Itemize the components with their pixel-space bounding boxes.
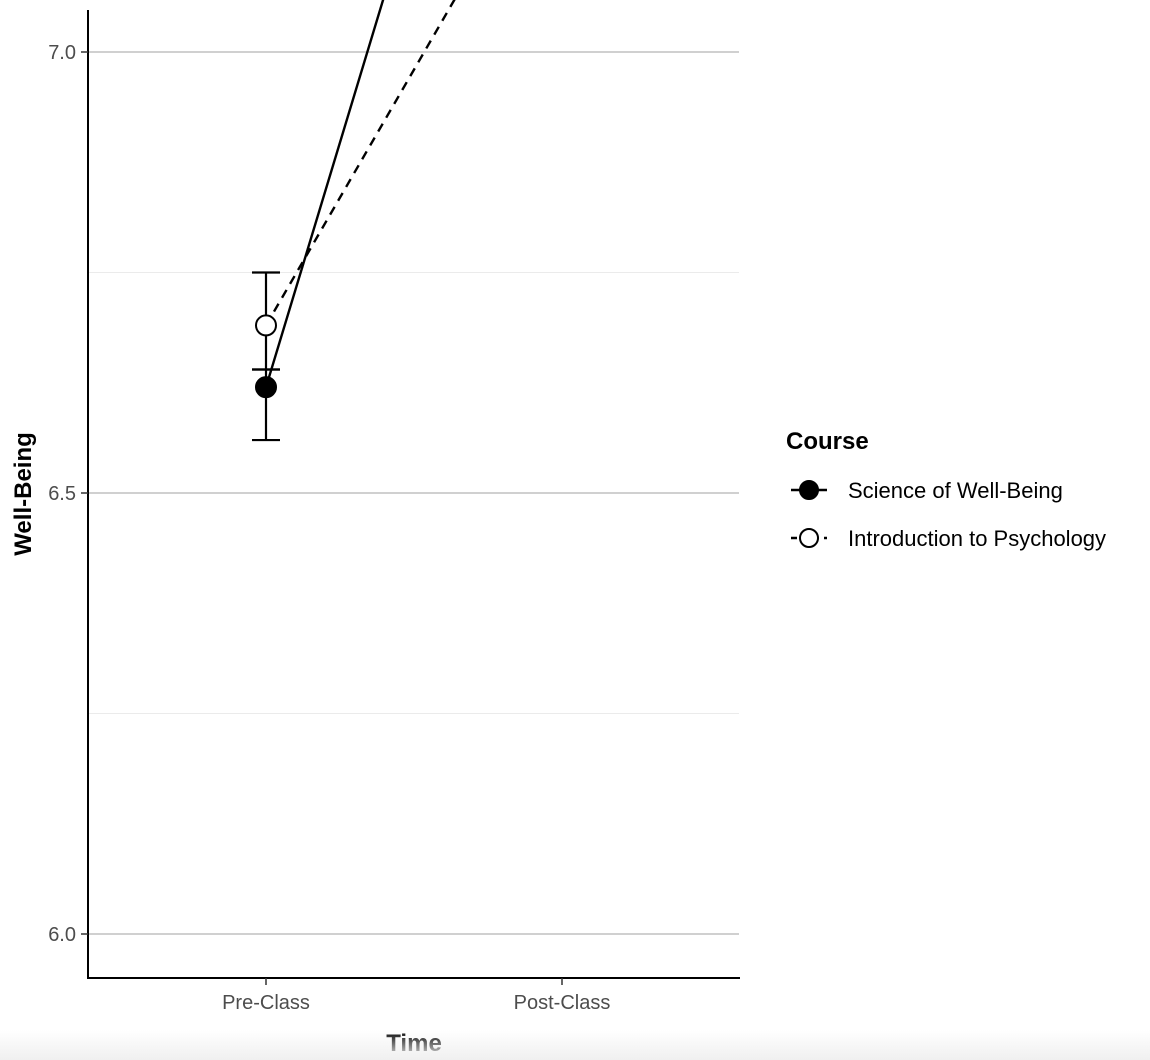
x-tick-label: Post-Class [514, 992, 611, 1014]
x-axis-title: Time [386, 1030, 442, 1057]
legend-marker-introduction-to-psychology [799, 528, 819, 548]
y-axis-title: Well-Being [10, 432, 37, 556]
series-line-science-of-well-being [264, 0, 385, 388]
series-line-introduction-to-psychology [264, 0, 456, 327]
x-tick-label: Pre-Class [222, 992, 310, 1014]
y-ticks: 6.06.57.07.58.0 [48, 42, 88, 946]
x-ticks: Pre-Class Post-Class [222, 978, 610, 1014]
data-point-science-of-well-being [255, 376, 277, 399]
grid-lines [89, 51, 739, 935]
legend-marker-science-of-well-being [799, 480, 819, 500]
y-tick-label: 7.0 [48, 42, 76, 64]
legend-label-introduction-to-psychology: Introduction to Psychology [848, 526, 1106, 551]
legend: Course Science of Well-Being Introduction… [786, 428, 1106, 551]
y-tick-label: 6.5 [48, 483, 76, 505]
y-tick-label: 6.0 [48, 924, 76, 946]
legend-title: Course [786, 428, 869, 455]
series [252, 0, 456, 442]
legend-label-science-of-well-being: Science of Well-Being [848, 478, 1063, 503]
data-point-introduction-to-psychology [255, 314, 277, 337]
axes [87, 10, 740, 979]
